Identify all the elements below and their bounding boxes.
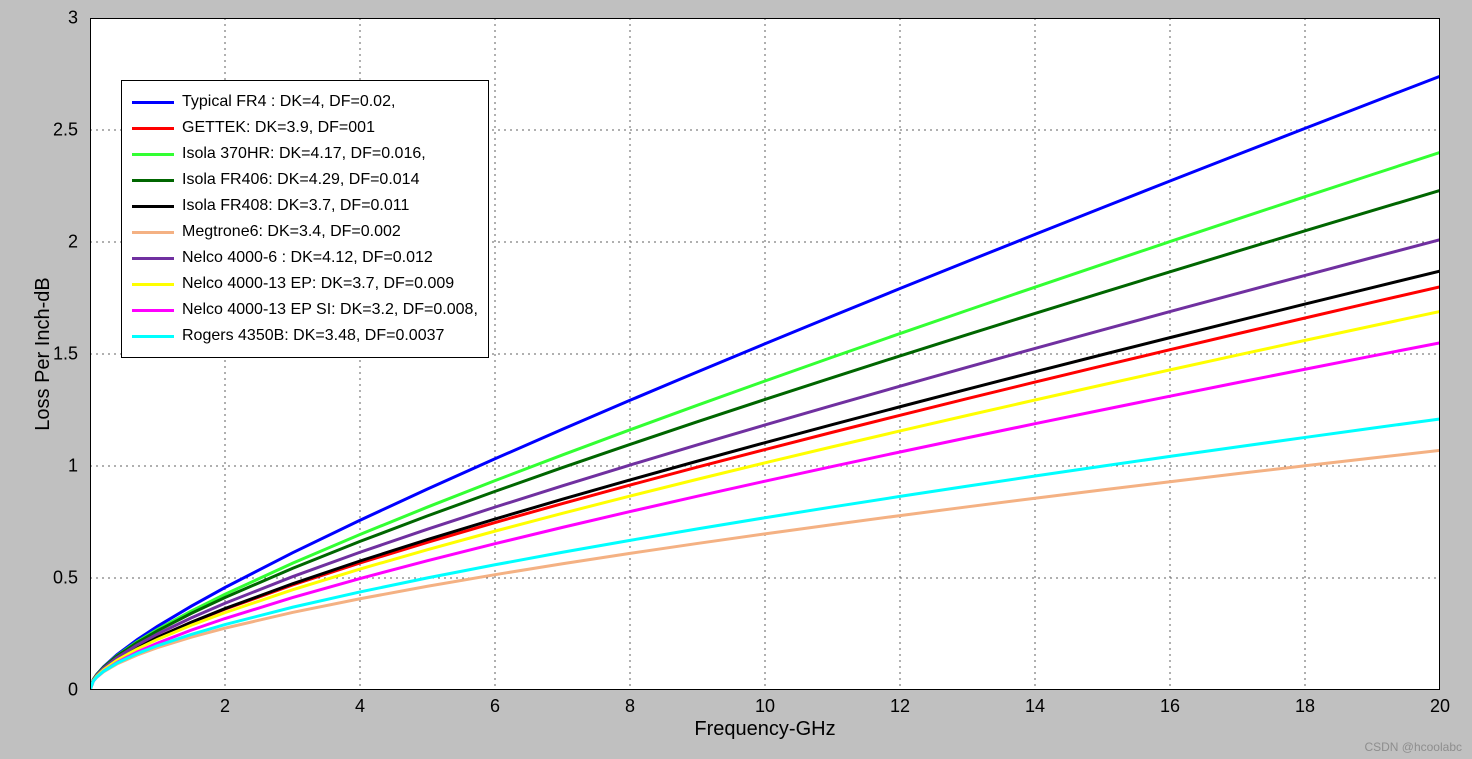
legend-line-icon — [132, 309, 174, 312]
y-tick-label: 2 — [38, 232, 78, 253]
x-tick-label: 2 — [220, 696, 230, 717]
x-tick-label: 14 — [1025, 696, 1045, 717]
legend-item: Megtrone6: DK=3.4, DF=0.002 — [132, 219, 478, 245]
legend-label: Typical FR4 : DK=4, DF=0.02, — [182, 93, 395, 111]
x-tick-label: 12 — [890, 696, 910, 717]
legend-label: Megtrone6: DK=3.4, DF=0.002 — [182, 223, 401, 241]
x-tick-label: 10 — [755, 696, 775, 717]
series-line — [90, 311, 1440, 690]
legend-label: Nelco 4000-6 : DK=4.12, DF=0.012 — [182, 249, 433, 267]
watermark-text: CSDN @hcoolabc — [1364, 740, 1462, 754]
legend-label: Rogers 4350B: DK=3.48, DF=0.0037 — [182, 327, 444, 345]
x-tick-label: 8 — [625, 696, 635, 717]
legend-line-icon — [132, 153, 174, 156]
y-tick-label: 1.5 — [38, 344, 78, 365]
y-tick-label: 1 — [38, 456, 78, 477]
legend-line-icon — [132, 101, 174, 104]
y-tick-label: 2.5 — [38, 120, 78, 141]
x-axis-label: Frequency-GHz — [665, 718, 865, 741]
x-tick-label: 18 — [1295, 696, 1315, 717]
x-tick-label: 6 — [490, 696, 500, 717]
legend-label: Isola FR408: DK=3.7, DF=0.011 — [182, 197, 409, 215]
legend-item: Typical FR4 : DK=4, DF=0.02, — [132, 89, 478, 115]
legend-label: Isola 370HR: DK=4.17, DF=0.016, — [182, 145, 426, 163]
y-tick-label: 3 — [38, 8, 78, 29]
legend-label: Nelco 4000-13 EP: DK=3.7, DF=0.009 — [182, 275, 454, 293]
legend-label: GETTEK: DK=3.9, DF=001 — [182, 119, 375, 137]
legend-line-icon — [132, 283, 174, 286]
legend: Typical FR4 : DK=4, DF=0.02, GETTEK: DK=3… — [121, 80, 489, 358]
legend-line-icon — [132, 335, 174, 338]
legend-item: Isola FR406: DK=4.29, DF=0.014 — [132, 167, 478, 193]
legend-item: Nelco 4000-6 : DK=4.12, DF=0.012 — [132, 245, 478, 271]
legend-item: Nelco 4000-13 EP: DK=3.7, DF=0.009 — [132, 271, 478, 297]
legend-label: Isola FR406: DK=4.29, DF=0.014 — [182, 171, 419, 189]
legend-item: Nelco 4000-13 EP SI: DK=3.2, DF=0.008, — [132, 297, 478, 323]
legend-line-icon — [132, 205, 174, 208]
y-tick-label: 0.5 — [38, 568, 78, 589]
x-tick-label: 4 — [355, 696, 365, 717]
x-tick-label: 16 — [1160, 696, 1180, 717]
legend-line-icon — [132, 231, 174, 234]
y-tick-label: 0 — [38, 680, 78, 701]
legend-line-icon — [132, 127, 174, 130]
legend-item: Isola 370HR: DK=4.17, DF=0.016, — [132, 141, 478, 167]
x-tick-label: 20 — [1430, 696, 1450, 717]
legend-line-icon — [132, 179, 174, 182]
legend-item: Rogers 4350B: DK=3.48, DF=0.0037 — [132, 323, 478, 349]
legend-label: Nelco 4000-13 EP SI: DK=3.2, DF=0.008, — [182, 301, 478, 319]
legend-item: Isola FR408: DK=3.7, DF=0.011 — [132, 193, 478, 219]
legend-line-icon — [132, 257, 174, 260]
legend-item: GETTEK: DK=3.9, DF=001 — [132, 115, 478, 141]
